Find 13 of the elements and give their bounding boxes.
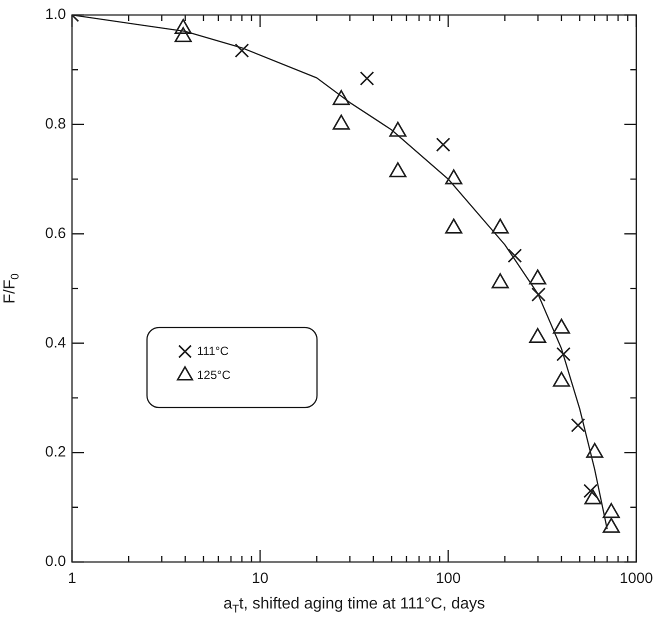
y-tick-label: 0.6	[45, 224, 66, 242]
y-tick-label: 0.8	[45, 116, 66, 133]
x-tick-label: 100	[436, 570, 461, 588]
y-axis-title: F/F0	[1, 273, 22, 304]
x-tick-label: 10	[252, 570, 268, 588]
y-tick-label: 0.0	[45, 553, 66, 570]
y-tick-label: 1.0	[45, 6, 66, 24]
legend-label: 111°C	[197, 344, 230, 358]
x-tick-label: 1	[68, 570, 76, 588]
x-tick-label: 1000	[620, 570, 654, 588]
y-tick-label: 0.2	[45, 444, 66, 461]
legend-label: 125°C	[197, 368, 231, 382]
y-tick-label: 0.4	[45, 334, 66, 352]
